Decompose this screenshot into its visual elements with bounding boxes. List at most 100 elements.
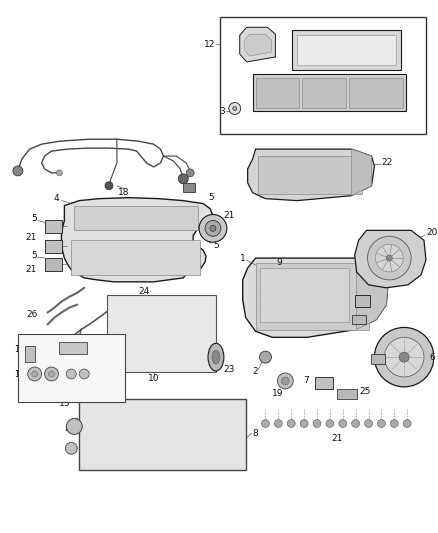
Circle shape	[57, 170, 62, 176]
Circle shape	[364, 419, 372, 427]
Text: 5: 5	[341, 287, 347, 296]
Bar	[45, 221, 62, 233]
Text: 5: 5	[213, 241, 219, 249]
Circle shape	[105, 182, 113, 190]
Text: 3: 3	[219, 107, 225, 116]
Bar	[74, 206, 198, 230]
Circle shape	[390, 419, 398, 427]
Polygon shape	[355, 230, 426, 288]
Circle shape	[186, 169, 194, 177]
Circle shape	[281, 377, 289, 385]
Text: 20: 20	[426, 228, 437, 237]
Text: 11: 11	[43, 335, 54, 344]
Bar	[371, 354, 385, 364]
Circle shape	[374, 327, 434, 387]
Text: 23: 23	[223, 365, 234, 374]
Circle shape	[205, 221, 221, 236]
Circle shape	[13, 166, 23, 176]
Circle shape	[65, 442, 77, 454]
Bar	[107, 295, 216, 372]
Circle shape	[339, 419, 347, 427]
Circle shape	[210, 225, 216, 231]
Bar	[45, 258, 62, 271]
Circle shape	[67, 369, 76, 379]
Text: 5: 5	[31, 214, 37, 223]
Bar	[258, 156, 361, 193]
Polygon shape	[247, 149, 374, 200]
Bar	[315, 377, 333, 389]
Circle shape	[233, 107, 237, 110]
Circle shape	[79, 369, 89, 379]
Circle shape	[49, 371, 54, 377]
Circle shape	[199, 214, 227, 242]
Text: 5: 5	[208, 193, 214, 202]
Bar	[256, 78, 299, 108]
Text: 7: 7	[304, 376, 309, 385]
Text: 21: 21	[331, 434, 343, 443]
Text: 4: 4	[54, 194, 60, 203]
Bar	[183, 183, 195, 192]
Circle shape	[229, 102, 241, 115]
Circle shape	[300, 419, 308, 427]
Bar	[71, 240, 200, 275]
Bar	[337, 389, 357, 399]
Text: 19: 19	[272, 389, 283, 398]
Circle shape	[261, 419, 269, 427]
Ellipse shape	[212, 350, 220, 364]
Text: 10: 10	[148, 374, 159, 383]
Circle shape	[178, 174, 188, 184]
Text: 18: 18	[118, 188, 130, 197]
Circle shape	[378, 419, 385, 427]
Circle shape	[45, 367, 58, 381]
Bar	[256, 263, 370, 330]
Circle shape	[274, 419, 283, 427]
Text: 21: 21	[25, 265, 37, 274]
Circle shape	[28, 367, 42, 381]
Polygon shape	[61, 198, 213, 282]
Text: 15: 15	[97, 345, 107, 354]
Polygon shape	[240, 27, 276, 62]
Bar	[260, 268, 349, 322]
Bar	[25, 346, 35, 362]
Text: 21: 21	[25, 233, 37, 242]
Bar	[355, 295, 371, 306]
Bar	[18, 334, 125, 402]
Text: 14: 14	[14, 345, 24, 354]
Circle shape	[403, 419, 411, 427]
Circle shape	[260, 351, 272, 363]
Circle shape	[352, 419, 360, 427]
Ellipse shape	[208, 343, 224, 371]
Text: 12: 12	[204, 39, 215, 49]
Bar	[45, 240, 62, 253]
Text: 6: 6	[429, 353, 434, 361]
Text: 26: 26	[26, 310, 38, 319]
Text: 13: 13	[59, 399, 70, 408]
Polygon shape	[352, 149, 371, 196]
Text: 17: 17	[97, 369, 107, 378]
Circle shape	[313, 419, 321, 427]
Circle shape	[277, 373, 293, 389]
Circle shape	[386, 255, 392, 261]
Polygon shape	[243, 258, 389, 337]
Text: 1: 1	[240, 254, 246, 263]
Bar	[302, 78, 346, 108]
Circle shape	[32, 371, 38, 377]
Circle shape	[287, 419, 295, 427]
Bar	[297, 35, 396, 65]
Polygon shape	[245, 34, 272, 56]
Polygon shape	[357, 258, 389, 329]
Bar	[253, 74, 406, 111]
Circle shape	[67, 418, 82, 434]
Bar	[60, 342, 87, 354]
Text: 22: 22	[381, 158, 392, 167]
Circle shape	[385, 337, 424, 377]
Text: 2: 2	[252, 367, 258, 376]
Text: 21: 21	[336, 308, 347, 317]
Text: 16: 16	[14, 370, 24, 379]
Text: 21: 21	[223, 211, 234, 220]
Bar	[292, 30, 401, 70]
Text: 5: 5	[31, 251, 37, 260]
Circle shape	[326, 419, 334, 427]
Text: 25: 25	[360, 387, 371, 397]
Text: 24: 24	[138, 287, 149, 296]
